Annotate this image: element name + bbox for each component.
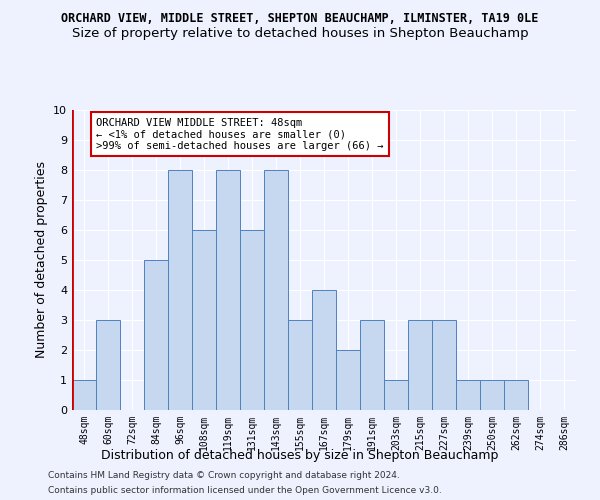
Bar	[456, 380, 480, 410]
Bar	[192, 230, 216, 410]
Bar	[72, 380, 96, 410]
Text: Size of property relative to detached houses in Shepton Beauchamp: Size of property relative to detached ho…	[71, 28, 529, 40]
Bar	[408, 320, 432, 410]
Text: Contains HM Land Registry data © Crown copyright and database right 2024.: Contains HM Land Registry data © Crown c…	[48, 471, 400, 480]
Bar	[504, 380, 528, 410]
Y-axis label: Number of detached properties: Number of detached properties	[35, 162, 47, 358]
Bar	[336, 350, 360, 410]
Bar	[384, 380, 408, 410]
Text: ORCHARD VIEW, MIDDLE STREET, SHEPTON BEAUCHAMP, ILMINSTER, TA19 0LE: ORCHARD VIEW, MIDDLE STREET, SHEPTON BEA…	[61, 12, 539, 26]
Text: Contains public sector information licensed under the Open Government Licence v3: Contains public sector information licen…	[48, 486, 442, 495]
Bar	[480, 380, 504, 410]
Bar	[360, 320, 384, 410]
Text: ORCHARD VIEW MIDDLE STREET: 48sqm
← <1% of detached houses are smaller (0)
>99% : ORCHARD VIEW MIDDLE STREET: 48sqm ← <1% …	[96, 118, 383, 150]
Bar	[144, 260, 168, 410]
Bar	[216, 170, 240, 410]
Bar	[240, 230, 264, 410]
Bar	[264, 170, 288, 410]
Bar	[288, 320, 312, 410]
Bar	[432, 320, 456, 410]
Bar	[96, 320, 120, 410]
Bar	[312, 290, 336, 410]
Bar	[168, 170, 192, 410]
Text: Distribution of detached houses by size in Shepton Beauchamp: Distribution of detached houses by size …	[101, 448, 499, 462]
